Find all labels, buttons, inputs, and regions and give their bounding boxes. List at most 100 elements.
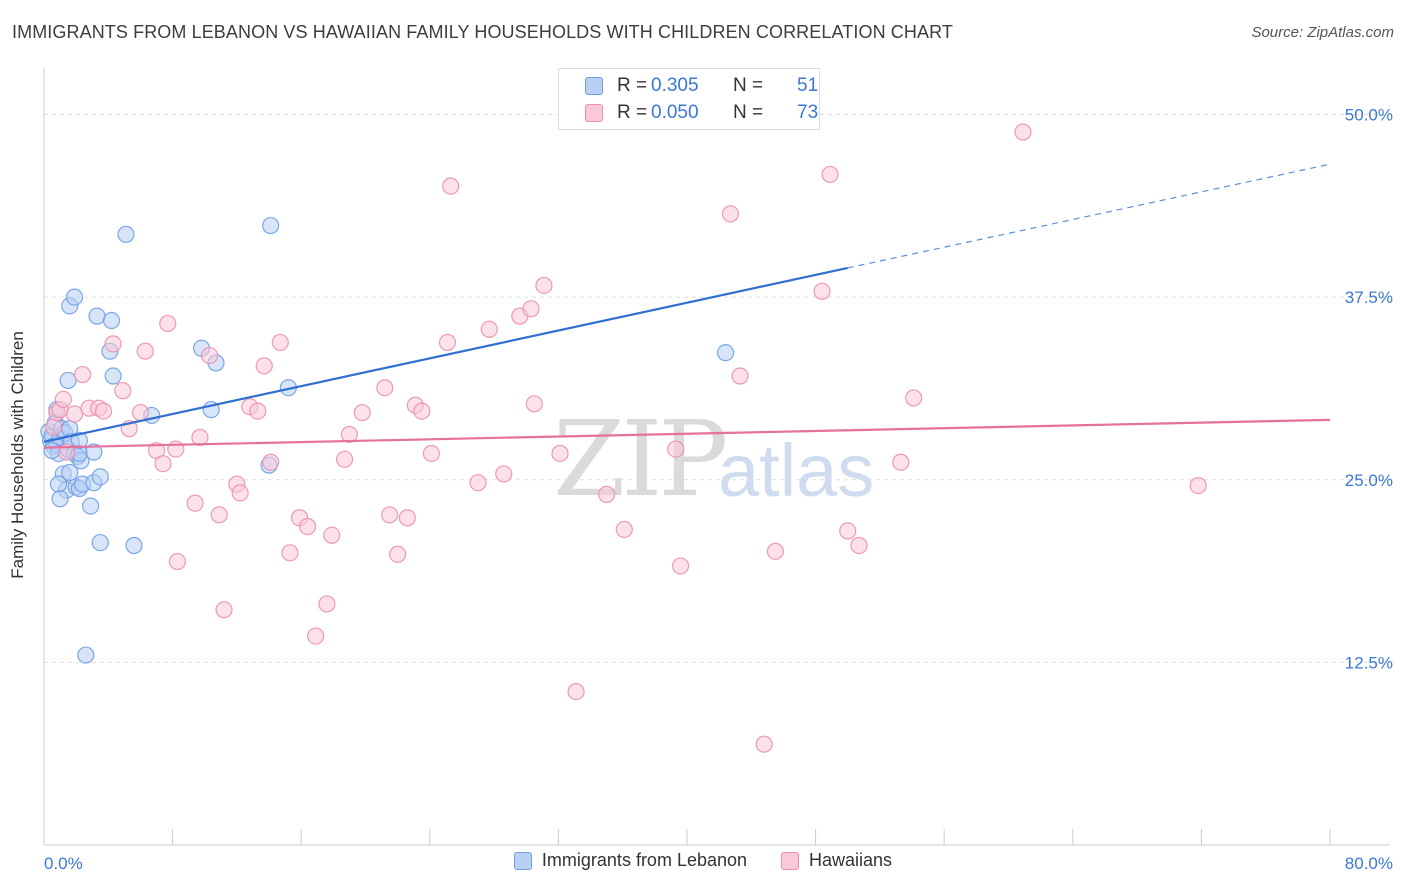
stats-r-value: 0.305 [651, 75, 699, 96]
data-point-hawaiians [469, 474, 487, 492]
data-point-hawaiians [215, 601, 233, 619]
watermark-zip: ZIP [553, 398, 728, 520]
data-point-hawaiians [839, 522, 857, 540]
data-point-hawaiians [210, 506, 228, 524]
data-point-hawaiians [154, 455, 172, 473]
stats-n-label: N = [733, 102, 764, 123]
data-point-hawaiians [389, 545, 407, 563]
data-point-hawaiians [381, 506, 399, 524]
data-point-hawaiians [249, 402, 267, 420]
series-legend: Immigrants from Lebanon Hawaiians [0, 850, 1406, 871]
data-point-hawaiians [200, 346, 219, 365]
data-point-hawaiians [186, 494, 204, 512]
stats-swatch-blue [585, 77, 603, 95]
data-point-hawaiians [65, 405, 84, 423]
stats-r-value: 0.050 [651, 102, 699, 123]
data-point-hawaiians [892, 453, 910, 471]
data-point-hawaiians [231, 484, 249, 502]
data-point-hawaiians [104, 335, 122, 353]
data-point-hawaiians [1189, 477, 1207, 495]
data-point-hawaiians [307, 627, 325, 645]
data-point-hawaiians [323, 526, 341, 544]
data-point-hawaiians [671, 557, 690, 575]
data-point-hawaiians [262, 453, 280, 471]
data-point-hawaiians [413, 402, 431, 420]
data-point-hawaiians [136, 342, 154, 360]
series-hawaiians-points [45, 123, 1207, 753]
data-point-lebanon [91, 468, 109, 486]
data-point-lebanon [262, 216, 280, 235]
data-point-hawaiians [168, 552, 187, 571]
data-point-lebanon [85, 443, 103, 461]
data-point-lebanon [51, 490, 69, 508]
legend-swatch-pink [781, 851, 800, 870]
data-point-hawaiians [850, 536, 868, 555]
data-point-hawaiians [422, 444, 441, 463]
data-point-lebanon [117, 225, 135, 243]
data-point-lebanon [716, 344, 735, 362]
data-point-lebanon [65, 288, 84, 306]
y-tick-label: 12.5% [1345, 653, 1393, 672]
data-point-hawaiians [271, 333, 289, 352]
source-credit: Source: ZipAtlas.com [1251, 24, 1394, 41]
data-point-hawaiians [721, 205, 740, 223]
data-point-lebanon [104, 367, 122, 385]
data-point-hawaiians [94, 402, 113, 420]
data-point-hawaiians [255, 357, 273, 375]
data-point-hawaiians [299, 517, 317, 536]
data-point-hawaiians [766, 542, 785, 560]
data-point-hawaiians [480, 320, 498, 338]
legend-swatch-blue [513, 851, 532, 870]
y-tick-label: 50.0% [1345, 106, 1393, 125]
grid-lines [44, 114, 1390, 663]
data-point-hawaiians [54, 390, 72, 409]
stats-swatch-pink [585, 104, 603, 122]
data-point-lebanon [88, 307, 106, 325]
data-point-lebanon [70, 431, 88, 449]
x-tick-label-min: 0.0% [44, 854, 83, 873]
watermark-atlas: atlas [718, 429, 875, 512]
data-point-hawaiians [191, 428, 209, 446]
data-point-hawaiians [598, 485, 616, 503]
trend-lines [43, 163, 1331, 449]
data-point-hawaiians [336, 450, 354, 468]
trend-line-lebanon-extension [847, 163, 1331, 269]
data-point-hawaiians [131, 403, 150, 422]
x-tick-label-max: 80.0% [1345, 854, 1393, 873]
data-point-hawaiians [567, 682, 585, 701]
data-point-hawaiians [114, 382, 132, 400]
chart-title: IMMIGRANTS FROM LEBANON VS HAWAIIAN FAMI… [12, 22, 953, 42]
data-point-hawaiians [73, 365, 92, 384]
stats-n-value: 73 [797, 102, 819, 123]
data-point-hawaiians [731, 367, 749, 385]
stats-legend: R = 0.305 N = 51 R = 0.050 N = 73 [558, 68, 820, 130]
stats-r-label: R = [617, 75, 648, 96]
data-point-hawaiians [159, 314, 177, 333]
data-point-lebanon [82, 497, 100, 515]
data-point-hawaiians [905, 389, 923, 407]
legend-label-hawaiians: Hawaiians [809, 850, 893, 870]
data-point-hawaiians [438, 333, 457, 352]
trend-line-hawaiians [43, 418, 1331, 449]
stats-r-label: R = [617, 102, 648, 123]
data-point-hawaiians [281, 544, 299, 562]
data-point-lebanon [125, 536, 143, 555]
data-point-hawaiians [615, 520, 633, 539]
data-point-lebanon [43, 441, 61, 460]
data-point-hawaiians [318, 595, 336, 613]
data-point-hawaiians [398, 509, 416, 527]
data-point-lebanon [102, 311, 121, 330]
stats-row-lebanon: R = 0.305 N = 51 [585, 72, 818, 100]
data-point-hawaiians [535, 276, 553, 295]
data-point-hawaiians [442, 177, 460, 195]
y-tick-label: 37.5% [1345, 288, 1393, 307]
data-point-hawaiians [821, 165, 839, 184]
legend-item-lebanon[interactable]: Immigrants from Lebanon [513, 850, 748, 871]
data-point-hawaiians [813, 282, 831, 300]
legend-label-lebanon: Immigrants from Lebanon [541, 850, 748, 870]
legend-item-hawaiians[interactable]: Hawaiians [781, 850, 892, 871]
data-point-lebanon [59, 371, 77, 390]
data-point-lebanon [61, 463, 79, 482]
data-point-hawaiians [667, 440, 685, 458]
